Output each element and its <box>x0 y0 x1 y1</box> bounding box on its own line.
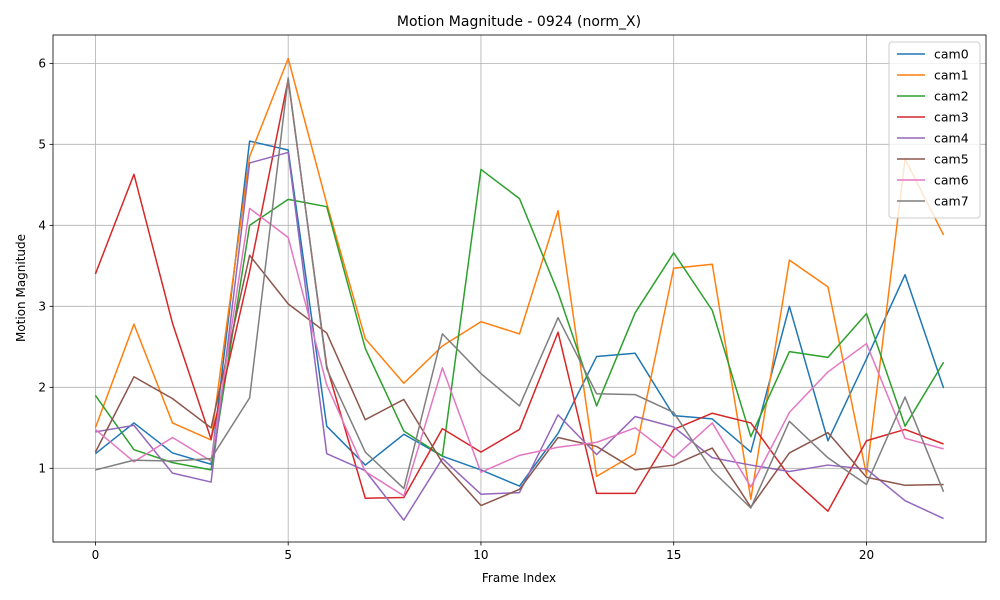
series-line-cam5 <box>94 254 944 508</box>
x-tick-label: 0 <box>92 548 100 562</box>
x-tick-label: 10 <box>473 548 488 562</box>
plot-frame <box>52 34 987 543</box>
y-tick-label: 3 <box>38 300 46 314</box>
y-tick-label: 1 <box>38 461 46 475</box>
legend-label-cam7: cam7 <box>934 194 969 209</box>
x-tick-label: 15 <box>666 548 681 562</box>
y-tick-label: 5 <box>38 138 46 152</box>
series-line-cam1 <box>94 57 945 500</box>
series-line-cam4 <box>95 151 944 521</box>
y-axis-label: Motion Magnitude <box>14 234 28 342</box>
x-axis-label: Frame Index <box>482 571 556 585</box>
series-line-cam6 <box>94 207 944 497</box>
y-tick-label: 4 <box>38 219 46 233</box>
legend-label-cam3: cam3 <box>934 110 969 125</box>
y-tick-label: 6 <box>38 57 46 71</box>
legend-label-cam6: cam6 <box>934 173 969 188</box>
series-line-cam7 <box>95 77 945 509</box>
grid <box>53 35 986 542</box>
legend-box <box>888 41 981 219</box>
series-lines <box>94 57 945 521</box>
x-tick-label: 20 <box>859 548 874 562</box>
legend-label-cam0: cam0 <box>934 47 969 62</box>
legend-label-cam2: cam2 <box>934 89 969 104</box>
chart-title: Motion Magnitude - 0924 (norm_X) <box>397 14 641 30</box>
axis-ticks: 0 5 10 15 20 1 2 3 4 5 6 <box>38 57 874 562</box>
x-tick-label: 5 <box>284 548 292 562</box>
legend-label-cam4: cam4 <box>934 131 969 146</box>
y-tick-label: 2 <box>38 381 46 395</box>
series-line-cam2 <box>94 168 945 471</box>
series-line-cam3 <box>94 78 944 512</box>
legend-label-cam1: cam1 <box>934 68 969 83</box>
legend: cam0 cam1 cam2 cam3 cam4 cam5 cam6 cam7 <box>888 41 981 219</box>
legend-label-cam5: cam5 <box>934 152 969 167</box>
